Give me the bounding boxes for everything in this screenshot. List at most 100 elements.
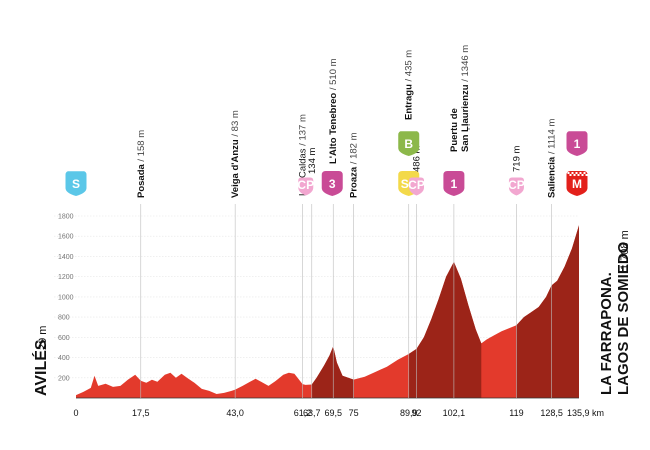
waypoint-labels: Posada / 158 m Veiga d'Anzu / 83 m Las Cal… <box>136 45 558 198</box>
waypoint-altitude: / 1114 m <box>547 119 558 157</box>
waypoint-altitude: / 435 m <box>404 50 415 84</box>
waypoint-label: Saliencia / 1114 m <box>547 119 558 198</box>
badge-small: CP <box>297 177 314 196</box>
checker-square <box>569 174 572 176</box>
checker-square <box>567 172 570 174</box>
waypoint-name: L'Alto Tenebreo <box>328 93 339 164</box>
waypoint-altitude: / 158 m <box>136 130 147 164</box>
y-grid: 200 400 600 800 1000 1200 1400 1600 1800 <box>54 214 579 382</box>
finish-name-line1: LA FARRAPONA. <box>598 272 615 395</box>
x-tick-label: 43,0 <box>226 408 244 418</box>
waypoint-name: Proaza <box>349 166 360 198</box>
badge-shield <box>298 177 314 196</box>
y-tick-label: 200 <box>58 375 70 382</box>
checker-square <box>581 174 584 176</box>
waypoint-name: 486 m <box>412 146 423 172</box>
waypoint-altitude: / 1346 m <box>460 45 471 85</box>
waypoint-label: Entragu / 435 m <box>404 50 415 120</box>
waypoint-name: Entragu <box>404 84 415 120</box>
badge-shield <box>566 131 588 156</box>
badge-shield <box>443 171 465 196</box>
badge-climb-top: 1 <box>566 130 588 156</box>
badge-small: CP <box>408 177 425 196</box>
y-tick-label: 400 <box>58 355 70 362</box>
y-tick-label: 600 <box>58 335 70 342</box>
waypoint-altitude: / 137 m <box>298 114 309 148</box>
x-tick-label: 0 <box>73 408 78 418</box>
x-tick-label: 102,1 <box>443 408 466 418</box>
badge-text: 1 <box>451 177 458 191</box>
y-tick-label: 1400 <box>58 254 74 261</box>
badge-small: CP <box>508 177 525 196</box>
waypoint-label: L'Alto Tenebreo / 510 m <box>328 58 339 164</box>
waypoint-label: Puertu de <box>449 108 460 152</box>
x-tick-label: 119 <box>509 408 523 418</box>
badge-text: S <box>72 177 80 191</box>
waypoint-label-line2: San Ḷḷaurienzu / 1346 m <box>460 45 471 152</box>
badge-text: B <box>404 137 413 151</box>
waypoint-label: Proaza / 182 m <box>349 132 360 198</box>
x-tick-label: 75 <box>349 408 359 418</box>
badge-shield <box>508 177 524 196</box>
badge-shield <box>65 171 87 196</box>
profile-climb-segment <box>408 261 482 398</box>
profile-area <box>76 225 579 399</box>
y-tick-label: 800 <box>58 315 70 322</box>
x-tick-label: 63,7 <box>303 408 321 418</box>
waypoint-label: 486 m <box>412 146 423 172</box>
x-tick-label: 17,5 <box>132 408 150 418</box>
x-tick-label: 89,9 <box>400 408 418 418</box>
waypoint-name: 719 m <box>511 146 522 172</box>
checker-square <box>573 174 576 176</box>
badge-text: 3 <box>329 177 336 191</box>
y-tick-label: 1200 <box>58 274 74 281</box>
start-finish-labels: AVILÉS 29 m LA FARRAPONA. LAGOS DE SOMIE… <box>31 230 632 396</box>
badge-climb: 3 <box>321 171 343 196</box>
badge-shield <box>321 171 343 196</box>
waypoint-name: Puertu de <box>449 108 460 152</box>
checker-square <box>571 172 574 174</box>
x-tick-label: 61,2 <box>294 408 312 418</box>
x-tick-label: 135,9 km <box>567 408 604 418</box>
y-tick-label: 1600 <box>58 234 74 241</box>
badge-shield <box>409 177 425 196</box>
x-tick-label: 69,5 <box>324 408 342 418</box>
profile-climb-segment <box>311 346 354 398</box>
waypoint-label: Veiga d'Anzu / 83 m <box>230 110 241 198</box>
badge-text: 1 <box>574 137 581 151</box>
waypoint-name: Las Caldas <box>298 148 309 196</box>
x-tick-label: 128,5 <box>540 408 563 418</box>
badge-text: CP <box>508 178 525 192</box>
badge-shield <box>398 131 420 156</box>
x-tick-label: 92 <box>412 408 422 418</box>
y-tick-label: 1800 <box>58 214 74 221</box>
checker-square <box>579 172 582 174</box>
badge-shield <box>566 171 588 196</box>
badge-climb: 1 <box>443 171 465 196</box>
waypoint-altitude: / 83 m <box>230 110 241 139</box>
finish-name-line2: LAGOS DE SOMIEDO <box>615 241 632 395</box>
checker-square <box>585 174 588 176</box>
x-axis-ticks: 0 17,5 43,0 61,263,7 69,5 75 89,992 102,1 119 128… <box>73 408 604 418</box>
waypoint-label: Posada / 158 m <box>136 130 147 198</box>
start-name: AVILÉS <box>31 339 50 396</box>
checker-square <box>583 172 586 174</box>
waypoint-name: Posada <box>136 163 147 198</box>
start-altitude: 29 m <box>37 326 49 350</box>
waypoint-label: 719 m <box>511 146 522 172</box>
badge-start: S <box>65 170 87 196</box>
waypoint-lines <box>140 204 552 398</box>
checker-square <box>575 172 578 174</box>
badge-text: CP <box>297 178 314 192</box>
waypoint-altitude: / 510 m <box>328 58 339 92</box>
finish-altitude: 1.708 m <box>619 230 631 270</box>
waypoint-name: Saliencia <box>547 156 558 198</box>
checker-square <box>577 174 580 176</box>
badge-text: CP <box>408 178 425 192</box>
y-tick-label: 1000 <box>58 294 74 301</box>
profile-climb-segment <box>516 225 579 398</box>
waypoint-label: 134 m <box>307 148 318 174</box>
